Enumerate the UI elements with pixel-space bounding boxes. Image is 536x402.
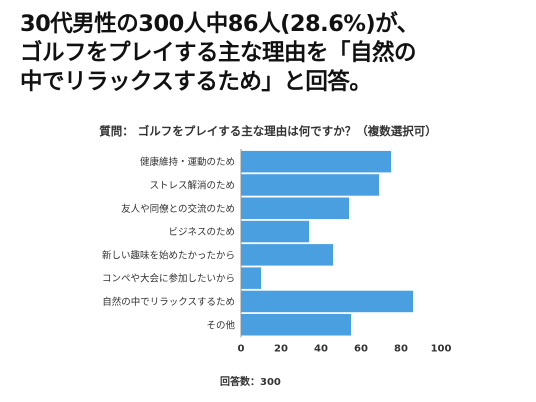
bar [241, 244, 333, 266]
bar [241, 150, 391, 173]
bar [241, 174, 379, 196]
category-label: 新しい趣味を始めたかったから [102, 249, 235, 261]
x-tick-label: 100 [431, 343, 452, 354]
category-label: その他 [206, 319, 235, 331]
x-tick-label: 80 [394, 343, 408, 354]
headline-line-2: ゴルフをプレイする主な理由を「自然の [20, 40, 417, 66]
headline-line-3: 中でリラックスするため」と回答。 [20, 69, 372, 95]
bar [241, 220, 309, 243]
chart-title: 質問： ゴルフをプレイする主な理由は何ですか？（複数選択可） [99, 124, 437, 138]
category-label: コンペや大会に参加したいから [102, 273, 235, 285]
category-label: 自然の中でリラックスするため [102, 296, 235, 308]
headline: 30代男性の300人中86人(28.6%)が、 ゴルフをプレイする主な理由を「自… [20, 10, 520, 97]
category-label: 健康維持・運動のため [140, 156, 235, 168]
bar [241, 267, 261, 289]
bar [241, 197, 349, 219]
respondent-count: 回答数：300 [220, 377, 281, 388]
bar [241, 290, 413, 313]
x-tick-label: 0 [238, 343, 245, 354]
bar [241, 314, 351, 336]
headline-line-1: 30代男性の300人中86人(28.6%)が、 [20, 11, 419, 37]
x-tick-label: 40 [314, 343, 328, 354]
x-tick-label: 60 [354, 343, 368, 354]
x-tick-label: 20 [274, 343, 288, 354]
category-label: ビジネスのため [168, 227, 235, 238]
category-label: 友人や同僚との交流のため [121, 203, 235, 215]
category-label: ストレス解消のため [149, 179, 235, 191]
